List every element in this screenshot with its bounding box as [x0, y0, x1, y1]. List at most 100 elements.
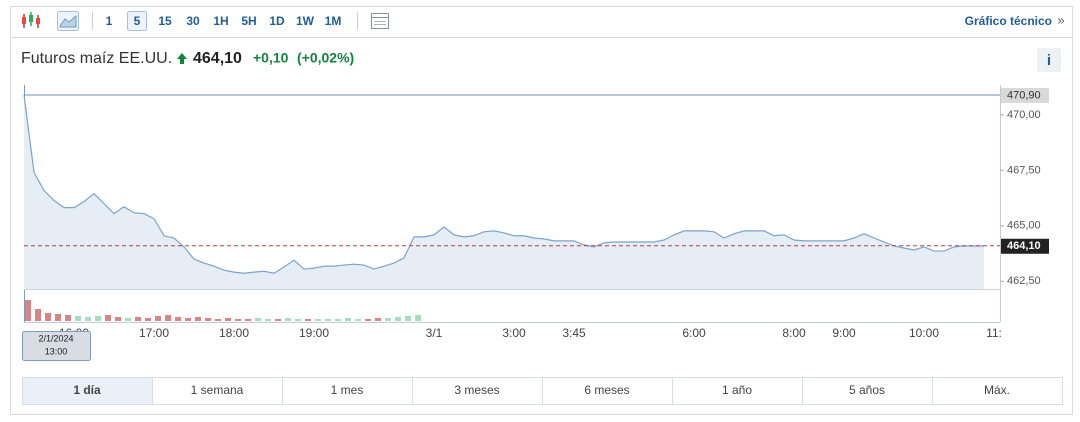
volume-bar — [385, 318, 391, 321]
volume-bar — [155, 316, 161, 321]
x-tick-label: 9:00 — [832, 326, 856, 340]
price-change-percent: (+0,02%) — [297, 50, 354, 66]
y-tick-label: 467,50 — [1007, 164, 1041, 176]
x-tick-label: 3:00 — [502, 326, 526, 340]
interval-button[interactable]: 1 — [106, 14, 113, 28]
info-button[interactable] — [1037, 48, 1061, 72]
range-button[interactable] — [932, 377, 1063, 405]
last-price: 464,10 — [193, 50, 242, 67]
volume-bar — [85, 317, 91, 321]
volume-bar — [135, 317, 141, 321]
table-icon[interactable] — [371, 13, 389, 29]
interval-button[interactable]: 1W — [296, 14, 315, 28]
range-button[interactable] — [672, 377, 803, 405]
volume-bar — [215, 319, 221, 321]
volume-bar — [315, 319, 321, 321]
marker-label: 464,10 — [1007, 240, 1041, 252]
x-tick-label: 8:00 — [782, 326, 806, 340]
volume-bar — [35, 309, 41, 321]
volume-bar — [205, 318, 211, 321]
y-tick-label: 465,00 — [1007, 220, 1041, 232]
volume-bar — [325, 319, 331, 321]
volume-bar — [75, 316, 81, 321]
volume-bar — [345, 318, 351, 321]
volume-bar — [95, 316, 101, 321]
price-line — [23, 94, 984, 274]
tooltip-date: 2/1/2024 — [38, 333, 73, 343]
range-button[interactable] — [412, 377, 543, 405]
interval-button[interactable]: 15 — [158, 14, 172, 28]
volume-bar — [335, 319, 341, 321]
volume-bar — [235, 319, 241, 321]
x-tick-label: 11: — [986, 326, 1002, 340]
crosshair-tooltip — [22, 331, 91, 361]
y-tick-label: 462,50 — [1007, 275, 1041, 287]
range-label[interactable]: Máx. — [984, 383, 1010, 397]
volume-bar — [255, 318, 261, 321]
x-tick-label: 3:45 — [562, 326, 586, 340]
range-label[interactable]: 1 mes — [331, 383, 364, 397]
volume-bar — [415, 315, 421, 321]
volume-bar — [25, 300, 31, 321]
volume-bar — [225, 318, 231, 321]
interval-button[interactable]: 5 — [134, 14, 141, 28]
range-label[interactable]: 1 día — [73, 383, 101, 397]
volume-bar — [295, 319, 301, 321]
range-button[interactable] — [802, 377, 933, 405]
volume-bar — [175, 317, 181, 321]
range-label[interactable]: 1 año — [722, 383, 752, 397]
volume-bar — [285, 318, 291, 321]
marker-label: 470,90 — [1007, 89, 1041, 101]
volume-bar — [365, 319, 371, 321]
x-tick-label: 18:00 — [219, 326, 249, 340]
range-label[interactable]: 6 meses — [584, 383, 629, 397]
interval-button[interactable]: 1M — [325, 14, 342, 28]
y-tick-label: 470,00 — [1007, 109, 1041, 121]
range-label[interactable]: 5 años — [849, 383, 885, 397]
interval-button[interactable]: 1H — [213, 14, 228, 28]
tooltip-time: 13:00 — [45, 346, 68, 356]
volume-bar — [65, 315, 71, 321]
info-icon[interactable]: i — [1047, 52, 1051, 69]
range-button[interactable] — [152, 377, 283, 405]
up-arrow — [177, 53, 187, 64]
x-tick-label: 10:00 — [909, 326, 939, 340]
volume-bar — [265, 319, 271, 321]
volume-bar — [405, 316, 411, 321]
marker-label-box — [1001, 87, 1049, 103]
technical-chart-link[interactable]: Gráfico técnico — [965, 14, 1052, 28]
interval-button[interactable]: 30 — [186, 14, 200, 28]
range-label[interactable]: 3 meses — [454, 383, 499, 397]
instrument-name: Futuros maíz EE.UU. — [21, 50, 172, 67]
volume-bar — [115, 317, 121, 321]
volume-bar — [355, 319, 361, 321]
volume-bar — [55, 314, 61, 321]
x-tick-label: 3/1 — [426, 326, 443, 340]
range-label[interactable]: 1 semana — [191, 383, 244, 397]
volume-bar — [195, 317, 201, 321]
interval-button[interactable]: 1D — [269, 14, 285, 28]
link-arrow[interactable]: » — [1057, 12, 1064, 27]
volume-bar — [375, 318, 381, 321]
range-button[interactable] — [282, 377, 413, 405]
volume-bar — [145, 318, 151, 321]
volume-bar — [165, 315, 171, 321]
interval-button[interactable]: 5H — [241, 14, 256, 28]
area-icon[interactable] — [57, 11, 79, 31]
volume-bar — [105, 315, 111, 321]
candles-icon[interactable] — [22, 12, 40, 28]
active-interval-box[interactable] — [127, 11, 147, 31]
price-change: +0,10 — [253, 50, 289, 66]
frame — [10, 6, 1073, 415]
volume-bar — [45, 313, 51, 321]
volume-bar — [185, 318, 191, 321]
volume-bar — [395, 317, 401, 321]
volume-bar — [245, 319, 251, 321]
x-tick-label: 17:00 — [139, 326, 169, 340]
marker-label-box — [1001, 238, 1049, 254]
volume-bar — [275, 319, 281, 321]
volume-bar — [125, 318, 131, 321]
price-area — [24, 94, 984, 289]
